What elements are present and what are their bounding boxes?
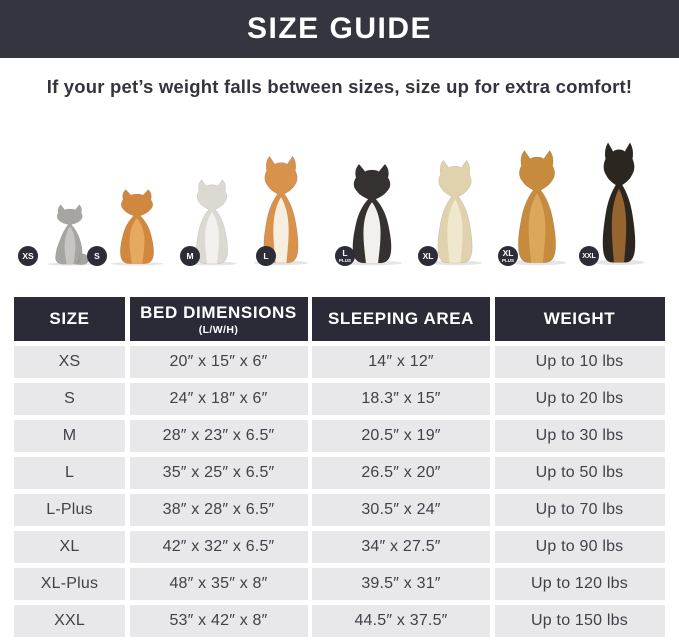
cell-bed-dimensions: 35″ x 25″ x 6.5″	[129, 456, 308, 489]
size-badge-xl-plus: XL PLUS	[498, 246, 518, 266]
cell-sleeping-area: 39.5″ x 31″	[312, 567, 490, 600]
cell-weight: Up to 150 lbs	[494, 604, 665, 637]
cell-weight: Up to 120 lbs	[494, 567, 665, 600]
size-badge-label: L	[342, 248, 348, 258]
cell-bed-dimensions: 48″ x 35″ x 8″	[129, 567, 308, 600]
cell-weight: Up to 50 lbs	[494, 456, 665, 489]
cell-sleeping-area: 44.5″ x 37.5″	[312, 604, 490, 637]
size-badge-label: XL	[502, 248, 514, 258]
doberman-icon	[593, 142, 645, 266]
size-badge-sublabel: PLUS	[338, 257, 351, 263]
cell-size: M	[14, 419, 125, 452]
size-badge-label: XS	[22, 250, 34, 261]
cell-weight: Up to 10 lbs	[494, 345, 665, 378]
column-header-bed-dimensions: BED DIMENSIONS (L/W/H)	[129, 297, 308, 341]
size-badge-label: S	[94, 250, 100, 261]
column-header-weight: WEIGHT	[494, 297, 665, 341]
cell-sleeping-area: 30.5″ x 24″	[312, 493, 490, 526]
french-bulldog-icon	[187, 179, 237, 266]
cell-sleeping-area: 20.5″ x 19″	[312, 419, 490, 452]
cell-weight: Up to 30 lbs	[494, 419, 665, 452]
cell-size: XL-Plus	[14, 567, 125, 600]
size-badge-xs: XS	[18, 246, 38, 266]
cell-sleeping-area: 34″ x 27.5″	[312, 530, 490, 563]
pet-silhouette-gray-cat	[41, 200, 99, 266]
pet-silhouette-golden-retriever	[500, 148, 574, 266]
column-header-size: SIZE	[14, 297, 125, 341]
size-badge-label: L	[263, 250, 269, 261]
golden-retriever-icon	[507, 149, 567, 266]
pet-silhouette-shiba-inu	[247, 154, 315, 266]
cell-size: L	[14, 456, 125, 489]
cell-bed-dimensions: 38″ x 28″ x 6.5″	[129, 493, 308, 526]
subtitle-text: If your pet’s weight falls between sizes…	[46, 76, 633, 97]
size-table: SIZE BED DIMENSIONS (L/W/H) SLEEPING ARE…	[14, 297, 665, 637]
cell-weight: Up to 70 lbs	[494, 493, 665, 526]
size-badge-label: M	[186, 250, 194, 261]
cell-bed-dimensions: 20″ x 15″ x 6″	[129, 345, 308, 378]
title-bar: SIZE GUIDE	[0, 0, 679, 58]
size-badge-xxl: XXL	[579, 246, 599, 266]
cell-size: L-Plus	[14, 493, 125, 526]
size-badge-sublabel: PLUS	[501, 257, 514, 263]
size-badge-l-plus: L PLUS	[335, 246, 355, 266]
gray-cat-icon	[46, 204, 94, 266]
size-badge-xl: XL	[418, 246, 438, 266]
page-title: SIZE GUIDE	[246, 12, 433, 45]
pet-silhouette-pomeranian	[104, 188, 170, 266]
size-badge-m: M	[180, 246, 200, 266]
cell-weight: Up to 90 lbs	[494, 530, 665, 563]
size-badge-l: L	[256, 246, 276, 266]
cell-bed-dimensions: 42″ x 32″ x 6.5″	[129, 530, 308, 563]
size-badge-s: S	[87, 246, 107, 266]
cell-weight: Up to 20 lbs	[494, 382, 665, 415]
pet-size-lineup: XS S M L L PLUS XL XL PLUS XXL	[0, 130, 679, 270]
border-collie-icon	[341, 163, 403, 266]
size-badge-label: XL	[422, 250, 434, 261]
cell-bed-dimensions: 28″ x 23″ x 6.5″	[129, 419, 308, 452]
cell-size: XS	[14, 345, 125, 378]
cell-size: S	[14, 382, 125, 415]
pet-silhouette-labrador	[421, 158, 489, 266]
cell-size: XXL	[14, 604, 125, 637]
pet-silhouette-doberman	[587, 140, 651, 266]
cell-size: XL	[14, 530, 125, 563]
size-badge-label: XXL	[582, 252, 596, 260]
cell-sleeping-area: 26.5″ x 20″	[312, 456, 490, 489]
pet-silhouette-french-bulldog	[181, 178, 243, 266]
pet-silhouette-border-collie	[334, 162, 410, 266]
cell-bed-dimensions: 53″ x 42″ x 8″	[129, 604, 308, 637]
column-header-sleeping-area: SLEEPING AREA	[312, 297, 490, 341]
cell-bed-dimensions: 24″ x 18″ x 6″	[129, 382, 308, 415]
pomeranian-icon	[110, 189, 164, 266]
shiba-inu-icon	[253, 155, 309, 266]
labrador-icon	[427, 159, 483, 266]
cell-sleeping-area: 14″ x 12″	[312, 345, 490, 378]
cell-sleeping-area: 18.3″ x 15″	[312, 382, 490, 415]
